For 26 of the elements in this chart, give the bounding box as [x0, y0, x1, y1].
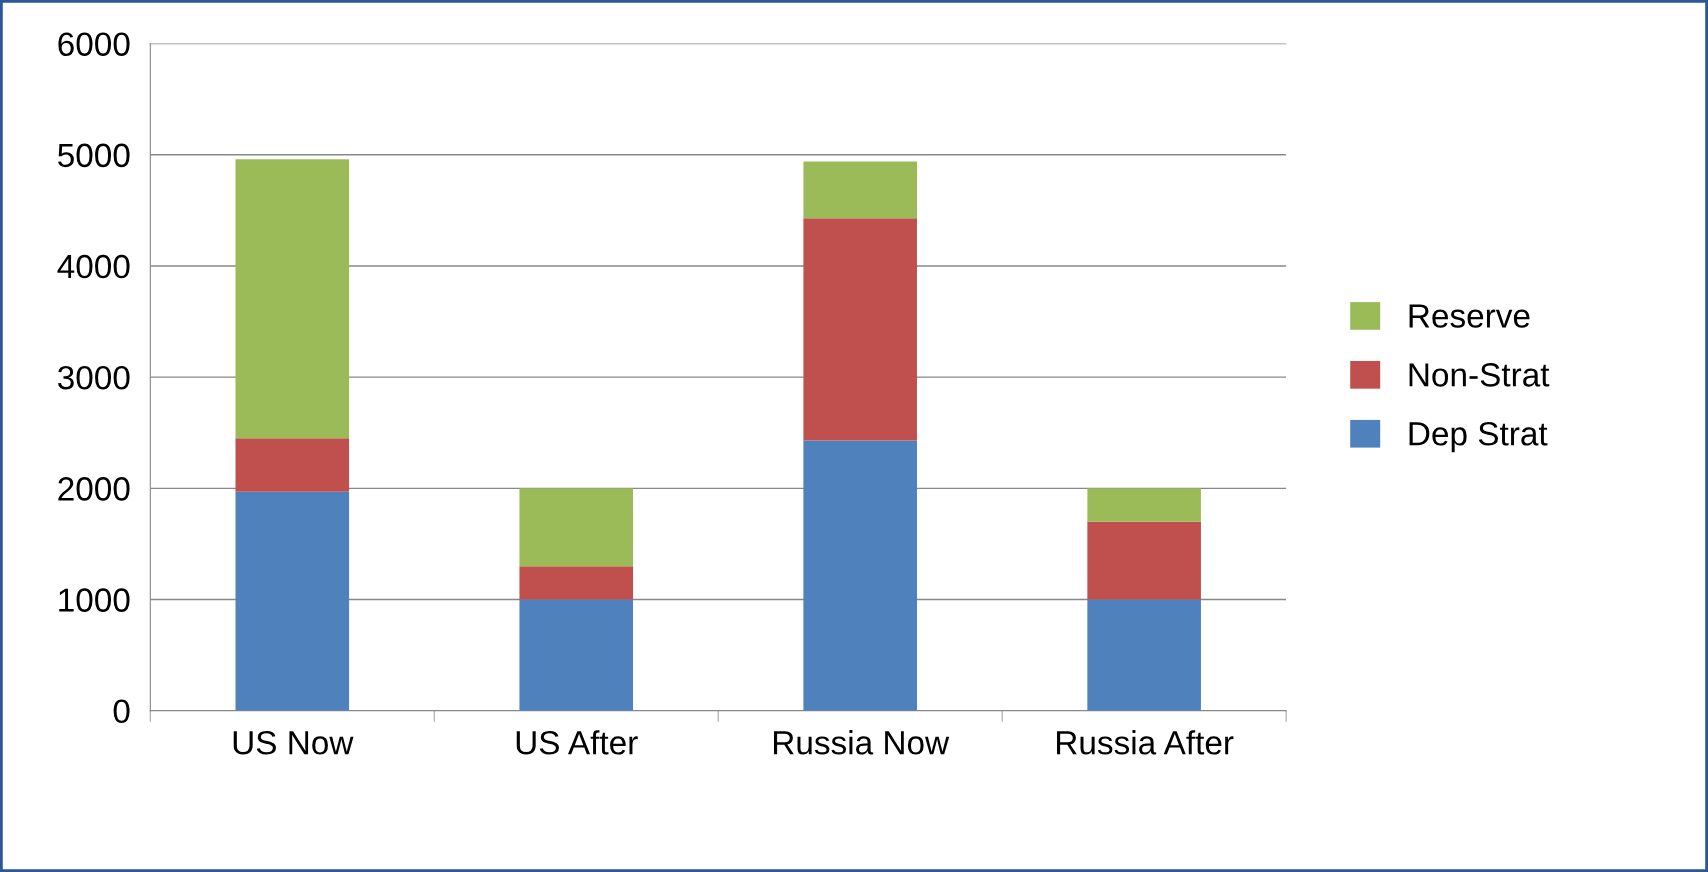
y-tick-label: 6000 [58, 32, 130, 57]
y-tick-label: 2000 [58, 477, 130, 501]
bar [1087, 599, 1201, 711]
x-tick-label: Russia After [1057, 730, 1234, 755]
bar [803, 218, 917, 441]
y-tick-label: 5000 [58, 143, 130, 168]
bar [803, 161, 917, 219]
legend-label: Dep Strat [1409, 421, 1548, 453]
bar [1087, 488, 1201, 522]
bar [519, 599, 634, 711]
y-tick-label: 1000 [59, 588, 130, 612]
bar [1087, 521, 1201, 600]
y-tick-label: 0 [113, 699, 130, 724]
bar [235, 159, 350, 439]
y-tick-label: 3000 [57, 365, 130, 390]
x-tick-label: US After [516, 730, 638, 755]
bar [803, 440, 917, 711]
bar [519, 488, 634, 567]
bar [235, 438, 350, 492]
y-tick-label: 4000 [57, 254, 130, 279]
x-tick-label: Russia Now [774, 730, 950, 755]
legend-label: Non-Strat [1409, 363, 1550, 387]
legend-label: Reserve [1409, 304, 1530, 328]
bar [519, 566, 634, 600]
x-tick-label: US Now [233, 731, 354, 755]
bar [235, 491, 350, 711]
